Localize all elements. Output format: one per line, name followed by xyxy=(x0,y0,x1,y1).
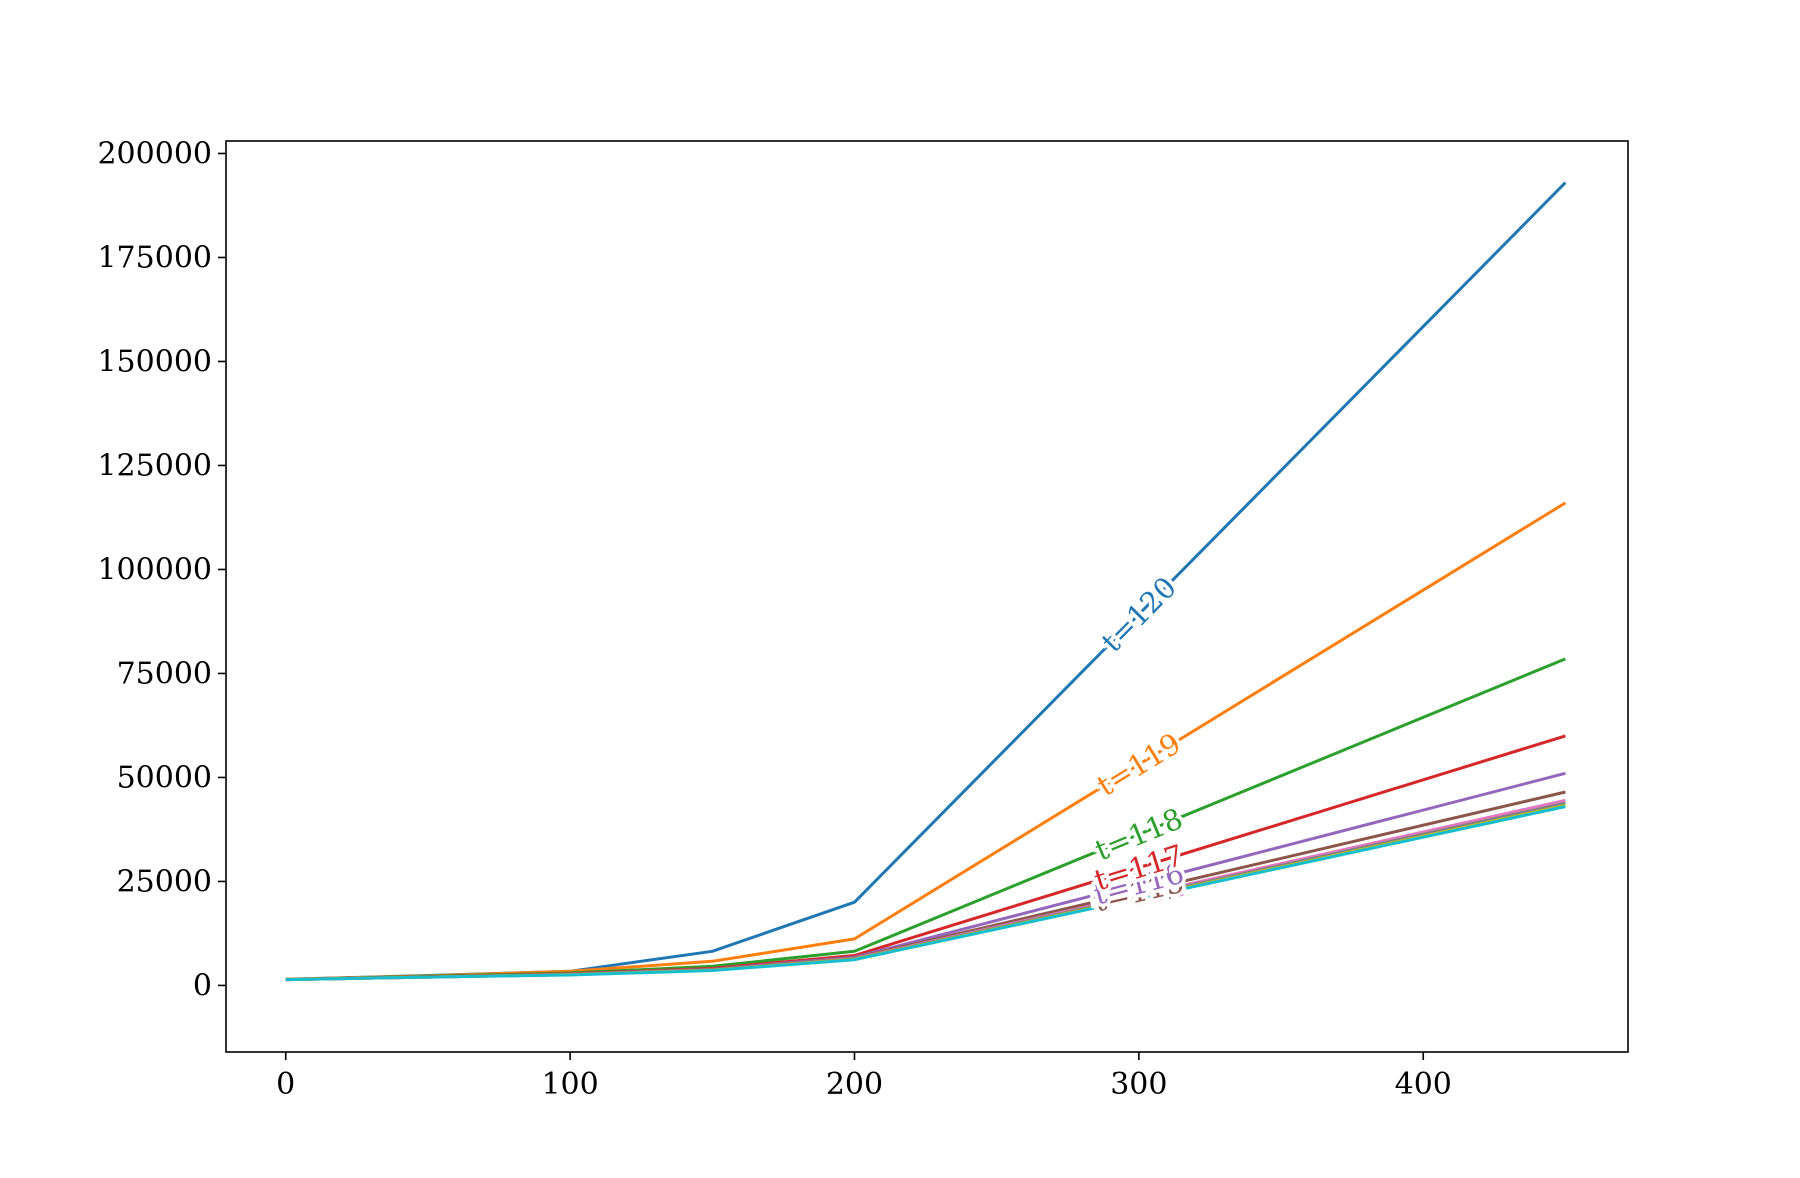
y-tick-label: 50000 xyxy=(117,760,212,795)
x-tick-label: 300 xyxy=(1110,1067,1167,1102)
y-tick-label: 175000 xyxy=(97,240,212,275)
y-tick-label: 0 xyxy=(193,968,212,1003)
series-line xyxy=(285,805,1566,982)
x-tick-label: 0 xyxy=(276,1067,295,1102)
y-tick-label: 150000 xyxy=(97,344,212,379)
series-layer xyxy=(285,181,1567,982)
series-line xyxy=(285,790,1566,982)
y-tick-label: 100000 xyxy=(97,552,212,587)
series-line xyxy=(285,501,1567,981)
x-tick-label: 200 xyxy=(826,1067,883,1102)
y-tick-label: 200000 xyxy=(97,136,212,171)
y-tick-label: 25000 xyxy=(117,864,212,899)
x-axis: 0 100 200 300 400 xyxy=(276,1052,1452,1102)
series-line xyxy=(285,657,1566,982)
y-axis: 0 25000 50000 75000 100000 125000 150000 175000… xyxy=(97,136,226,1003)
y-tick-label: 125000 xyxy=(97,448,212,483)
y-tick-label: 75000 xyxy=(117,656,212,691)
series-label: t=119 xyxy=(1091,726,1187,803)
series-line xyxy=(285,181,1567,981)
series-label-layer: t=111t=112t=113t=114t=115t=116t=117t=118… xyxy=(1087,566,1191,928)
x-tick-label: 100 xyxy=(541,1067,598,1102)
series-line xyxy=(285,771,1566,982)
plot-area-frame xyxy=(225,140,1629,1053)
series-line xyxy=(285,798,1566,982)
series-label: t=120 xyxy=(1095,570,1183,659)
x-tick-label: 400 xyxy=(1395,1067,1452,1102)
